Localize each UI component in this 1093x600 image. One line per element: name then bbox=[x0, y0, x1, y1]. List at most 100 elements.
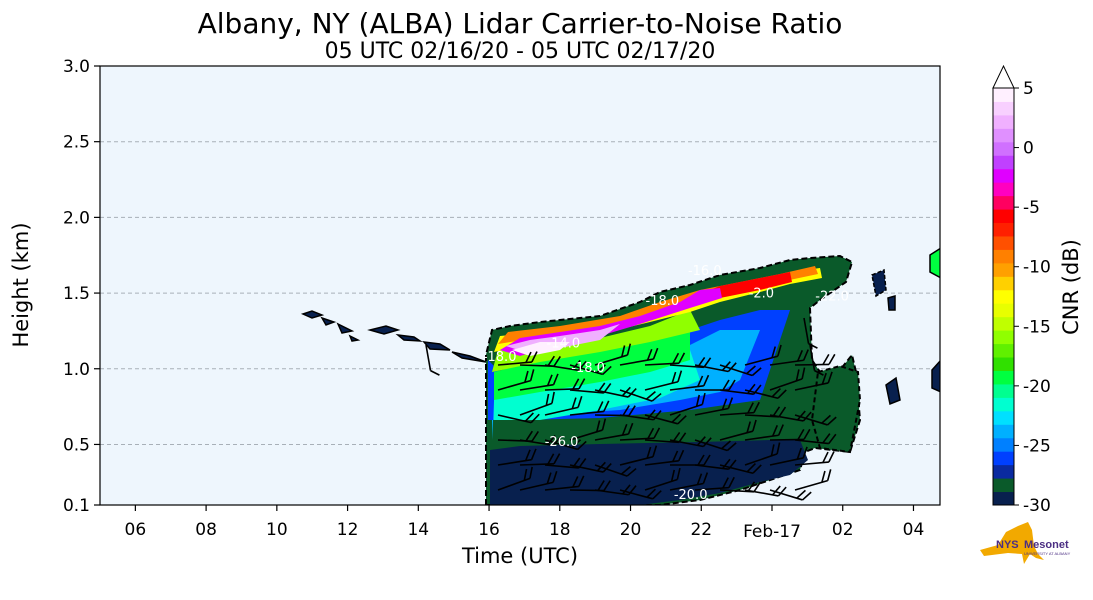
wind-barb bbox=[644, 413, 687, 425]
colorbar-segment bbox=[993, 249, 1014, 264]
x-tick-label: 20 bbox=[620, 520, 642, 540]
colorbar-segment bbox=[993, 182, 1014, 197]
x-tick-label: 18 bbox=[549, 520, 571, 540]
wind-barb bbox=[644, 352, 686, 366]
echo-lime bbox=[492, 310, 700, 372]
contour-label: -16.0 bbox=[688, 264, 722, 279]
wind-barb bbox=[669, 472, 709, 491]
wind-barb bbox=[619, 347, 659, 366]
colorbar-tick-label: -10 bbox=[1023, 258, 1051, 278]
colorbar-tick-label: -5 bbox=[1023, 198, 1040, 218]
wind-barb bbox=[544, 475, 585, 491]
colorbar-tick-label: -30 bbox=[1023, 496, 1051, 516]
wind-barb bbox=[644, 449, 685, 466]
wind-barb bbox=[669, 392, 706, 416]
wind-barb bbox=[594, 343, 632, 366]
colorbar-tick-label: 5 bbox=[1023, 79, 1034, 99]
logo-primary: NYS bbox=[996, 539, 1019, 551]
plume-fragment bbox=[367, 325, 401, 335]
wind-barb bbox=[769, 428, 811, 441]
contour-label: -2.0 bbox=[749, 287, 774, 302]
wind-barb bbox=[519, 391, 555, 416]
wind-barbs bbox=[425, 317, 837, 501]
wind-barb bbox=[497, 369, 535, 391]
wind-barb bbox=[694, 361, 737, 373]
colorbar-segment bbox=[993, 316, 1014, 331]
colorbar-segment bbox=[993, 235, 1014, 250]
colorbar-segment bbox=[993, 383, 1014, 398]
wind-barb bbox=[694, 476, 735, 491]
colorbar-segment bbox=[993, 262, 1014, 277]
colorbar-segment bbox=[993, 155, 1014, 170]
x-tick-label: 12 bbox=[337, 520, 359, 540]
wind-barb bbox=[694, 439, 737, 452]
wind-barb bbox=[769, 446, 808, 466]
x-tick-label: 14 bbox=[407, 520, 429, 540]
wind-barb bbox=[594, 422, 634, 441]
chart-subtitle: 05 UTC 02/16/20 - 05 UTC 02/17/20 bbox=[325, 39, 716, 64]
colorbar-segment bbox=[993, 276, 1014, 291]
colorbar-segment bbox=[993, 289, 1014, 304]
colorbar-segment bbox=[993, 478, 1014, 493]
wind-barb bbox=[744, 424, 784, 441]
chart-title: Albany, NY (ALBA) Lidar Carrier-to-Noise… bbox=[198, 7, 843, 40]
wind-barb bbox=[544, 378, 586, 391]
wind-barb bbox=[497, 466, 533, 491]
colorbar-segment bbox=[993, 114, 1014, 129]
echo-navy bbox=[490, 440, 808, 505]
wind-barb bbox=[744, 406, 787, 418]
wind-barb bbox=[769, 367, 806, 391]
contour-labels: -26.0 -20.0 -18.0 -14.0 -18.0 -16.0 -2.0 -22.0 -… bbox=[483, 264, 849, 503]
wind-barb bbox=[425, 344, 440, 376]
wind-barb bbox=[719, 481, 762, 493]
wind-barb bbox=[544, 359, 587, 372]
x-tick-label: 06 bbox=[125, 520, 147, 540]
wind-barb bbox=[619, 389, 662, 402]
wind-barb bbox=[497, 412, 540, 424]
wind-barb bbox=[669, 374, 710, 391]
nys-state-shape-icon: NYS Mesonet UNIVERSITY AT ALBANY bbox=[980, 522, 1071, 564]
echo-fragment bbox=[885, 376, 901, 406]
contour-label: -22.0 bbox=[815, 290, 849, 305]
wind-barb bbox=[719, 419, 757, 441]
y-tick-label: 1.0 bbox=[63, 360, 90, 380]
y-tick-label: 3.0 bbox=[63, 57, 90, 77]
wind-barb bbox=[519, 453, 561, 466]
colorbar-segment bbox=[993, 88, 1014, 102]
contour-label: -26.0 bbox=[545, 435, 579, 450]
wind-barb bbox=[744, 387, 787, 400]
wind-barb bbox=[744, 344, 782, 366]
logo-secondary: Mesonet bbox=[1024, 539, 1069, 551]
wind-barb bbox=[794, 414, 837, 426]
plume-fragment bbox=[348, 334, 361, 342]
wind-barb bbox=[769, 489, 812, 501]
colorbar-segment bbox=[993, 141, 1014, 156]
x-axis-label: Time (UTC) bbox=[461, 544, 578, 568]
wind-barb bbox=[594, 464, 637, 477]
colorbar-label: CNR (dB) bbox=[1059, 239, 1083, 335]
colorbar-extend-arrow bbox=[992, 64, 1015, 89]
wind-barb bbox=[644, 370, 683, 391]
colorbar-segment bbox=[993, 303, 1014, 318]
wind-barb bbox=[619, 427, 661, 441]
y-axis-ticks: 0.1 0.5 1.0 1.5 2.0 2.5 3.0 bbox=[63, 57, 100, 516]
x-tick-label: 22 bbox=[690, 520, 712, 540]
plume-fragment bbox=[300, 310, 325, 319]
wind-barb bbox=[644, 467, 681, 491]
wind-barb bbox=[569, 364, 612, 376]
wind-barb bbox=[497, 351, 538, 366]
nys-mesonet-logo: NYS Mesonet UNIVERSITY AT ALBANY bbox=[978, 520, 1082, 566]
wind-barb bbox=[809, 344, 824, 376]
y-tick-label: 2.0 bbox=[63, 208, 90, 228]
colorbar-segment bbox=[993, 209, 1014, 224]
echo-fragment bbox=[929, 247, 940, 279]
wind-barb bbox=[669, 436, 712, 448]
echo-green bbox=[494, 320, 690, 400]
colorbar: 5 0 -5 -10 -15 -20 -25 -30 bbox=[992, 64, 1051, 516]
colorbar-segment bbox=[993, 397, 1014, 412]
colorbar-tick-label: -20 bbox=[1023, 377, 1051, 397]
cnr-field bbox=[300, 247, 940, 505]
colorbar-segment bbox=[993, 464, 1014, 479]
wind-barb bbox=[619, 445, 658, 466]
